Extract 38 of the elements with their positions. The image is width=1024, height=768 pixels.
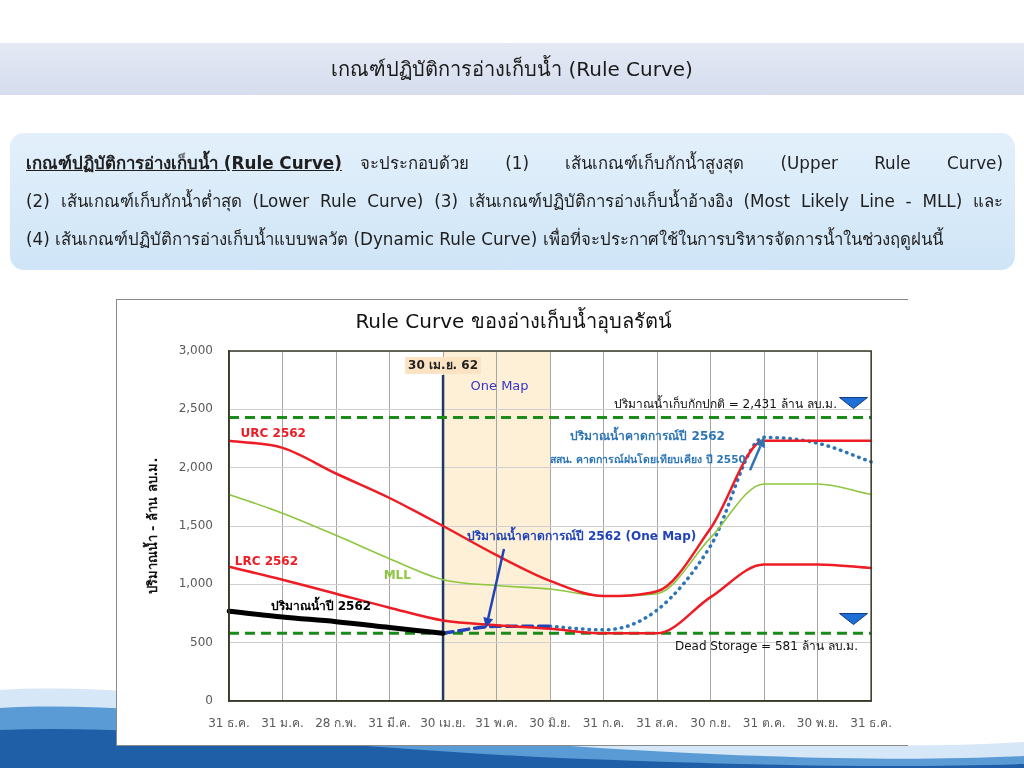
ref-line-label: ปริมาณน้ำเก็บกักปกติ = 2,431 ล้าน ลบ.ม.	[613, 394, 838, 411]
series-label: ปริมาณน้ำปี 2562	[270, 595, 372, 613]
x-tick-label: 31 ส.ค.	[636, 716, 678, 731]
annotation: สสน. คาดการณ์ฝนโดยเทียบเคียง ปี 2550	[549, 452, 746, 465]
x-tick-label: 31 มี.ค.	[368, 716, 411, 731]
x-tick-label: 30 ก.ย.	[690, 716, 731, 731]
series-label: MLL	[383, 568, 412, 583]
y-tick-label: 2,500	[178, 401, 213, 416]
x-tick-label: 31 ธ.ค.	[208, 716, 250, 731]
ref-line-label: 30 เม.ย. 62	[408, 358, 478, 373]
text: (2) เส้นเกณฑ์เก็บกักน้ำต่ำสุด (Lower Rule Curve) (3) เส้นเกณฑ์ปฏิบัติการอ่างเก็บน้ำอ้างอิง (Most Likely Line - MLL) และ	[26, 188, 1003, 214]
y-tick-label: 2,000	[178, 459, 213, 474]
y-tick-label: 3,000	[178, 343, 213, 358]
series-label: URC 2562	[240, 426, 306, 441]
text: ปริมาณน้ำคาดการณ์ปี 2562 (One Map)	[466, 525, 697, 543]
series-label: LRC 2562	[234, 554, 299, 569]
x-tick-label: 31 ต.ค.	[742, 716, 786, 731]
x-tick-label: 30 เม.ย.	[420, 716, 466, 731]
y-axis-title: ปริมาณน้ำ - ล้าน ลบ.ม.	[142, 457, 161, 595]
ref-line-label: Dead Storage = 581 ล้าน ลบ.ม.	[674, 639, 859, 654]
band-label: One Map	[470, 378, 529, 394]
x-tick-label: 31 พ.ค.	[475, 716, 518, 731]
y-tick-label: 0	[205, 693, 213, 708]
x-tick-label: 31 ม.ค.	[261, 716, 304, 731]
x-tick-label: 31 ก.ค.	[582, 716, 625, 731]
y-tick-label: 1,500	[178, 518, 213, 533]
x-tick-label: 28 ก.พ.	[315, 716, 357, 731]
text: (4) เส้นเกณฑ์ปฏิบัติการอ่างเก็บน้ำแบบพลวัต (Dynamic Rule Curve) เพื่อที่จะประกาศใช้ในการบริหารจัดการน้ำในช่วงฤดูฝนนี้	[26, 226, 945, 252]
y-tick-label: 500	[190, 634, 213, 649]
y-tick-label: 1,000	[178, 576, 213, 591]
text: เกณฑ์ปฏิบัติการอ่างเก็บน้ำ (Rule Curve)	[26, 149, 342, 175]
x-tick-label: 31 ธ.ค.	[850, 716, 892, 731]
text: เกณฑ์ปฏิบัติการอ่างเก็บน้ำ (Rule Curve)	[331, 54, 693, 83]
x-tick-label: 30 พ.ย.	[796, 716, 839, 731]
x-tick-label: 30 มิ.ย.	[529, 716, 571, 731]
text: จะประกอบด้วย (1) เส้นเกณฑ์เก็บกักน้ำสูงสุด (Upper Rule Curve)	[359, 150, 1003, 176]
text: ปริมาณน้ำคาดการณ์ปี 2562	[570, 426, 725, 444]
chart-title: Rule Curve ของอ่างเก็บน้ำอุบลรัตน์	[355, 307, 672, 335]
